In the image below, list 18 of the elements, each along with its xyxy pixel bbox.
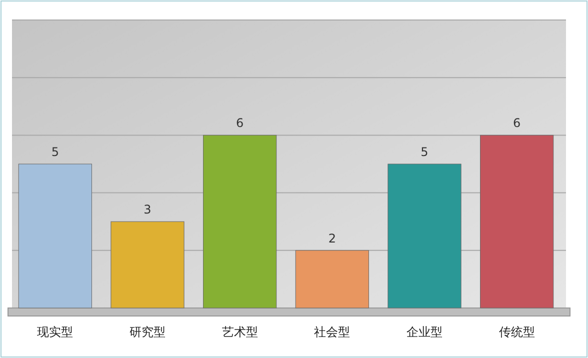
bar: [295, 250, 369, 308]
x-tick-label: 社会型: [314, 325, 350, 339]
bar: [203, 134, 277, 308]
data-label: 6: [513, 116, 521, 130]
bar: [110, 221, 184, 308]
data-label: 5: [420, 145, 428, 159]
x-tick-label: 研究型: [130, 325, 166, 339]
data-label: 3: [144, 202, 152, 217]
bar: [18, 164, 92, 308]
data-label: 5: [51, 145, 59, 159]
x-tick-label: 传统型: [498, 325, 535, 339]
data-label: 6: [236, 116, 244, 130]
data-label: 2: [328, 231, 336, 246]
x-tick-label: 现实型: [37, 325, 74, 339]
bar: [480, 134, 554, 308]
bar: [388, 164, 462, 308]
x-tick-label: 艺术型: [222, 325, 258, 339]
x-tick-label: 企业型: [406, 325, 442, 339]
